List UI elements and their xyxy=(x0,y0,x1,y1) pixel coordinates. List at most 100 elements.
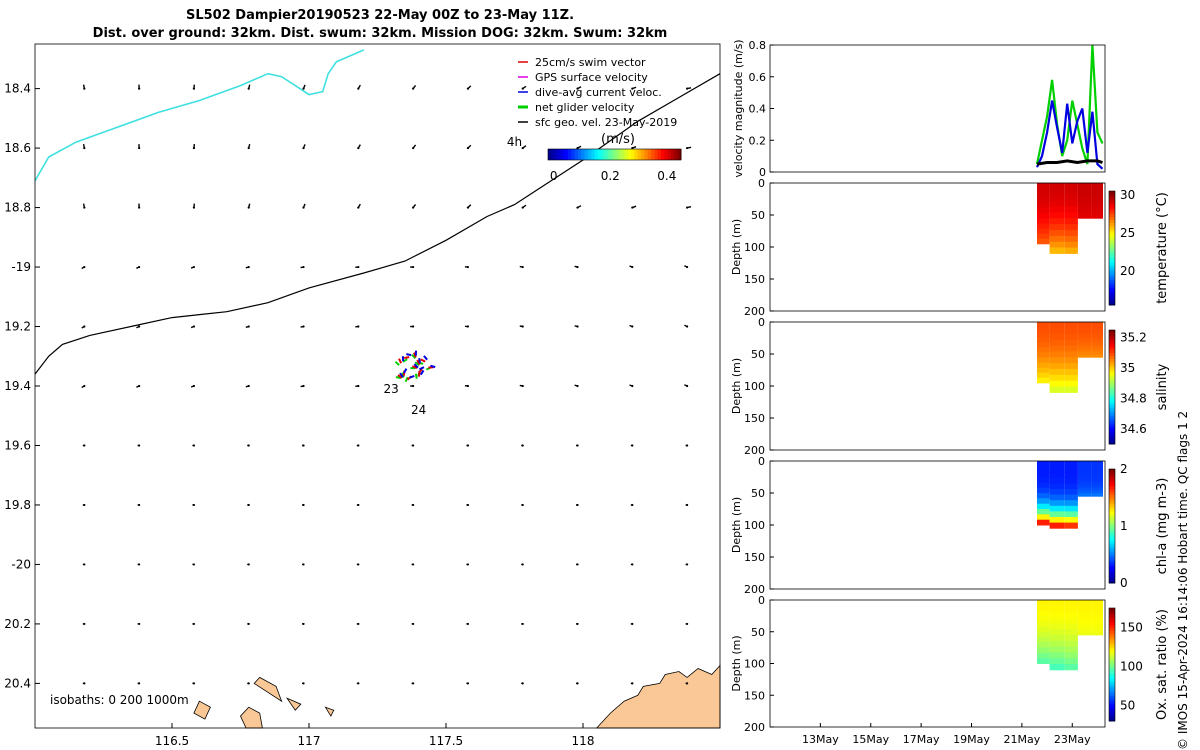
colorbar-cell xyxy=(1109,712,1115,716)
glider-vector xyxy=(420,358,426,363)
colorbar-cell xyxy=(1109,273,1115,277)
surface-geostrophic-line xyxy=(34,73,721,375)
section-cell xyxy=(1064,247,1078,254)
colorbar-cell xyxy=(1109,551,1115,555)
colorbar-cell xyxy=(1109,560,1115,564)
colorbar-title: (m/s) xyxy=(601,132,635,147)
section-cell xyxy=(1037,514,1050,521)
section-cell xyxy=(1091,614,1103,618)
colorbar-cell xyxy=(661,149,665,160)
temperature-panel: 0 50 100 150 200 Depth (m) 20 25 30 temperature (… xyxy=(730,177,1170,318)
vector-dot xyxy=(192,622,196,626)
section-cell xyxy=(1064,339,1078,346)
section-cell xyxy=(1064,333,1078,341)
colorbar-cell xyxy=(644,149,649,160)
section-cell xyxy=(1077,620,1092,624)
colorbar-cell xyxy=(571,149,576,160)
section-cell xyxy=(1037,605,1050,612)
section-cell xyxy=(1037,347,1050,353)
section-cell xyxy=(1077,324,1092,329)
colorbar-cell xyxy=(624,149,629,160)
section-cell xyxy=(1077,339,1092,343)
vector-dot xyxy=(302,563,305,566)
section-cell xyxy=(1091,200,1103,204)
section-cell xyxy=(1049,634,1065,642)
colorbar-cell xyxy=(611,149,615,160)
colorbar-cell xyxy=(657,149,662,160)
section-cell xyxy=(1049,600,1065,607)
colorbar-cell xyxy=(1109,506,1115,510)
vector-dot xyxy=(521,325,524,328)
vector-dot xyxy=(302,87,305,90)
vector-dot xyxy=(466,265,470,269)
section-cell xyxy=(1049,200,1065,207)
section-cell xyxy=(1077,475,1092,480)
colorbar-cell xyxy=(1109,608,1115,612)
oxygen-saturation-panel: 0 50 100 150 200 Depth (m) 50 100 150 Ox. sat. ra… xyxy=(730,594,1170,746)
section-cell xyxy=(1091,191,1103,196)
section-cell xyxy=(1037,198,1050,204)
section-cell xyxy=(1037,487,1050,494)
section-cell xyxy=(1064,505,1078,512)
colorbar-cell xyxy=(1109,557,1115,561)
section-cell xyxy=(1064,494,1078,501)
colorbar-cell xyxy=(674,149,679,160)
section-cell xyxy=(1091,490,1103,494)
section-ytick-label: 0 xyxy=(758,594,765,607)
colorbar-cell xyxy=(1109,681,1115,685)
section-cell xyxy=(1064,477,1078,484)
section-cell xyxy=(1037,509,1050,515)
colorbar-cell xyxy=(1109,543,1115,547)
colorbar-cell xyxy=(1109,613,1115,617)
colorbar-cell xyxy=(614,149,619,160)
vector-dot xyxy=(138,206,141,209)
section-cell xyxy=(1091,354,1103,358)
vector-dot xyxy=(247,563,250,566)
vector-dot xyxy=(83,87,86,90)
glider-vector xyxy=(423,355,428,361)
section-cell xyxy=(1064,461,1078,468)
colorbar-cell xyxy=(1109,486,1115,490)
colorbar-cell xyxy=(1109,678,1115,682)
section-ytick-label: 200 xyxy=(744,583,765,596)
section-colorbar-label: Ox. sat. ratio (%) xyxy=(1155,609,1170,720)
section-ytick-label: 200 xyxy=(744,721,765,734)
section-cell xyxy=(1091,478,1103,482)
section-cell xyxy=(1077,600,1092,604)
colorbar-cell xyxy=(1109,571,1115,575)
colorbar-cell xyxy=(1109,670,1115,674)
section-cell xyxy=(1064,194,1078,202)
colorbar-cell xyxy=(677,149,682,160)
colorbar-cell xyxy=(1109,230,1115,235)
map-annotation: 24 xyxy=(411,403,426,417)
vector-dot xyxy=(631,622,634,626)
section-colorbar-label: temperature (°C) xyxy=(1155,192,1170,304)
section-cell xyxy=(1077,614,1092,618)
colorbar-cell xyxy=(604,149,609,160)
section-cell xyxy=(1037,233,1050,240)
section-cell xyxy=(1077,463,1092,468)
vector-dot xyxy=(302,682,305,685)
vector-dot xyxy=(466,146,470,150)
colorbar-cell xyxy=(1109,381,1115,385)
map-ytick-label: 19.8 xyxy=(4,498,31,512)
colorbar-cell xyxy=(1109,219,1115,223)
vector-dot xyxy=(138,622,141,626)
section-cell xyxy=(1091,600,1103,604)
colorbar-cell xyxy=(667,149,672,160)
section-cell xyxy=(1064,327,1078,335)
colorbar-cell xyxy=(1109,701,1115,705)
section-cell xyxy=(1077,461,1092,465)
section-cell xyxy=(1049,235,1065,243)
colorbar-cell xyxy=(1109,483,1115,487)
legend-label: 25cm/s swim vector xyxy=(535,56,646,69)
colorbar-cell xyxy=(554,149,559,160)
section-cell xyxy=(1064,500,1078,507)
section-cell xyxy=(1049,363,1065,370)
colorbar-cell xyxy=(561,149,566,160)
colorbar-cell xyxy=(631,149,635,160)
vector-dot xyxy=(631,325,634,328)
vector-dot xyxy=(521,87,524,90)
vector-dot xyxy=(192,325,196,328)
section-cell xyxy=(1077,194,1092,199)
